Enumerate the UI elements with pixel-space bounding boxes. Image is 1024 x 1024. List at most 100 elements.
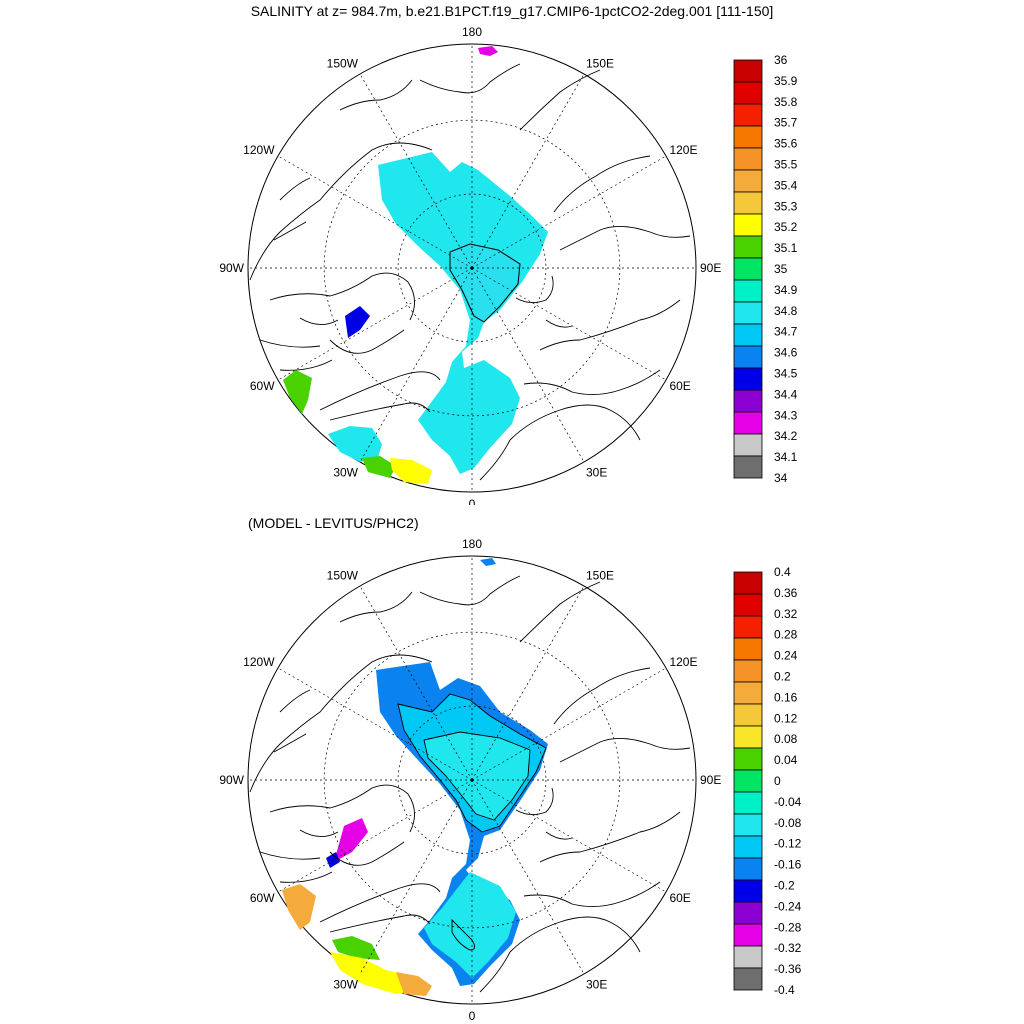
- colorbar-label: 35.1: [774, 241, 798, 255]
- colorbar-label: 34.6: [774, 346, 798, 360]
- colorbar-swatch: [733, 191, 763, 215]
- latitude-circle: [397, 705, 547, 855]
- colorbar-label: -0.04: [774, 795, 802, 809]
- colorbar-swatch: [733, 637, 763, 661]
- colorbar-swatch: [733, 59, 763, 83]
- colorbar-label: 0.12: [774, 711, 798, 725]
- colorbar-swatch: [733, 411, 763, 435]
- longitude-label: 120E: [669, 143, 697, 157]
- colorbar-label: 34.8: [774, 304, 798, 318]
- meridian-line: [359, 585, 473, 781]
- difference-subtitle: (MODEL - LEVITUS/PHC2): [248, 515, 419, 531]
- longitude-label: 150W: [327, 569, 359, 583]
- colorbar-swatch: [733, 103, 763, 127]
- graticule: [248, 44, 696, 492]
- longitude-label: 120W: [243, 655, 275, 669]
- colorbar-swatch: [733, 791, 763, 815]
- meridian-line: [471, 585, 585, 781]
- salinity-colorbar: 36 35.9 35.8 35.7 35.6 35.5 35.4 35.3 35.2 35.1 35…: [733, 53, 798, 485]
- salinity-field-main: [378, 152, 548, 474]
- meridian-line: [359, 73, 473, 269]
- colorbar-swatch: [733, 389, 763, 413]
- colorbar-swatch: [733, 367, 763, 391]
- colorbar-label: -0.16: [774, 858, 802, 872]
- colorbar-swatch: [733, 235, 763, 259]
- difference-atlantic-orange: [396, 972, 432, 996]
- longitude-label: 60W: [250, 379, 275, 393]
- colorbar-swatch: [733, 615, 763, 639]
- colorbar-label: 35.4: [774, 178, 798, 192]
- longitude-label: 90W: [219, 261, 244, 275]
- colorbar-label: 0.36: [774, 586, 798, 600]
- colorbar-label: 34.1: [774, 450, 798, 464]
- meridian-line: [359, 267, 473, 463]
- longitude-label: 90W: [219, 773, 244, 787]
- difference-bering-blue: [480, 558, 496, 566]
- meridian-line: [471, 779, 667, 893]
- meridian-line: [471, 779, 585, 975]
- longitude-label: 0: [469, 1009, 476, 1023]
- plot-title: SALINITY at z= 984.7m, b.e21.B1PCT.f19_g…: [250, 3, 774, 19]
- colorbar-label: 0.04: [774, 753, 798, 767]
- colorbar-swatch: [733, 81, 763, 105]
- colorbar-label: -0.4: [774, 983, 795, 997]
- colorbar-swatch: [733, 125, 763, 149]
- colorbar-swatch: [733, 725, 763, 749]
- longitude-label: 60E: [669, 379, 690, 393]
- meridian-line: [471, 667, 667, 781]
- colorbar-label: 35.6: [774, 137, 798, 151]
- longitude-label: 30W: [333, 465, 358, 479]
- longitude-label: 60W: [250, 891, 275, 905]
- colorbar-swatch: [733, 945, 763, 969]
- meridian-line: [471, 267, 667, 381]
- salinity-bering-magenta: [478, 46, 498, 56]
- colorbar-label: -0.08: [774, 816, 802, 830]
- difference-greenland-sea-orange: [282, 884, 316, 930]
- difference-field-atlantic: [424, 872, 516, 978]
- longitude-label: 60E: [669, 891, 690, 905]
- colorbar-swatch: [733, 433, 763, 457]
- difference-colorbar: 0.4 0.36 0.32 0.28 0.24 0.2 0.16 0.12 0.08 0.04 0 -…: [733, 565, 802, 997]
- meridian-line: [277, 667, 473, 781]
- polar-map: 180 150E 120E 90E 60E 30E 0 30W 60W 90W 120W 150W: [219, 537, 721, 1023]
- colorbar-label: 35.8: [774, 95, 798, 109]
- colorbar-swatch: [733, 923, 763, 947]
- longitude-label: 120W: [243, 143, 275, 157]
- salinity-field-contour-interior: [449, 243, 521, 323]
- longitude-label: 30W: [333, 977, 358, 991]
- colorbar-swatch: [733, 593, 763, 617]
- latitude-circle: [397, 193, 547, 343]
- longitude-labels: 180 150E 120E 90E 60E 30E 0 30W 60W 90W 120W 150W: [219, 25, 721, 505]
- salinity-map-panel: 180 150E 120E 90E 60E 30E 0 30W 60W 90W 120W 150W 3…: [219, 25, 798, 505]
- colorbar-label: -0.32: [774, 941, 802, 955]
- colorbar-label: 34: [774, 471, 788, 485]
- meridian-line: [471, 267, 585, 463]
- graticule: [248, 556, 696, 1004]
- meridian-line: [277, 155, 473, 269]
- meridian-line: [471, 155, 667, 269]
- difference-atlantic-yellow: [330, 952, 420, 994]
- colorbar-swatch: [733, 835, 763, 859]
- latitude-circle: [323, 631, 621, 929]
- longitude-label: 150W: [327, 57, 359, 71]
- colorbar-label: 35.5: [774, 158, 798, 172]
- colorbar-label: -0.36: [774, 962, 802, 976]
- colorbar-label: 35.3: [774, 199, 798, 213]
- difference-atlantic-green: [332, 936, 380, 960]
- colorbar-label: 0.4: [774, 565, 791, 579]
- coastlines: [249, 63, 691, 481]
- colorbar-swatch: [733, 879, 763, 903]
- longitude-label: 90E: [700, 773, 721, 787]
- meridian-line: [277, 779, 473, 893]
- meridian-line: [359, 779, 473, 975]
- colorbar-label: 35.7: [774, 116, 798, 130]
- colorbar-swatch: [733, 257, 763, 281]
- salinity-atlantic-cyan: [328, 426, 382, 462]
- colorbar-swatch: [733, 169, 763, 193]
- coastlines: [249, 575, 691, 993]
- colorbar-swatch: [733, 967, 763, 991]
- colorbar-label: 0: [774, 774, 781, 788]
- colorbar-label: 0.28: [774, 628, 798, 642]
- salinity-greenland-sea-green: [283, 370, 312, 414]
- colorbar-label: 36: [774, 53, 788, 67]
